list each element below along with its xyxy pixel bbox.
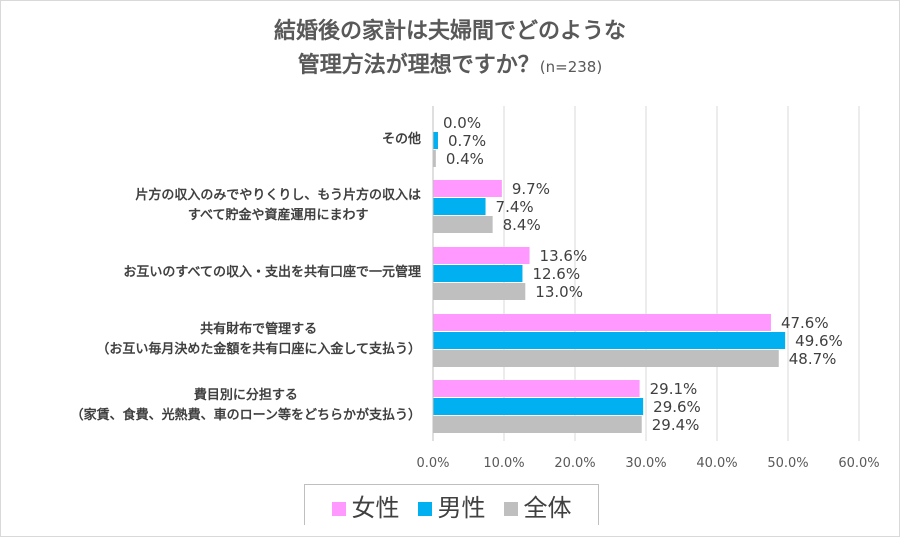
data-label: 47.6% bbox=[781, 314, 829, 332]
category-label: その他 bbox=[382, 130, 421, 150]
data-label: 29.6% bbox=[653, 398, 701, 416]
category-label-line: 片方の収入のみでやりくりし、もう片方の収入は bbox=[135, 188, 421, 203]
data-label: 9.7% bbox=[512, 180, 550, 198]
x-tick-label: 40.0% bbox=[696, 456, 737, 471]
category-label-line: その他 bbox=[381, 132, 421, 147]
bar bbox=[433, 283, 526, 300]
legend-swatch bbox=[331, 501, 346, 516]
bar bbox=[433, 198, 486, 215]
category-label: 片方の収入のみでやりくりし、もう片方の収入は すべて貯金や資産運用にまわす bbox=[135, 186, 421, 226]
data-label: 49.6% bbox=[795, 332, 843, 350]
bar bbox=[433, 216, 493, 233]
data-label: 12.6% bbox=[532, 265, 580, 283]
bar bbox=[433, 416, 642, 433]
bar bbox=[433, 332, 786, 349]
data-label: 8.4% bbox=[503, 216, 541, 234]
data-label: 13.0% bbox=[535, 283, 583, 301]
category-label: お互いのすべての収入・支出を共有口座で一元管理 bbox=[123, 263, 421, 283]
chart-title: 結婚後の家計は夫婦間でどのような 管理方法が理想ですか？(n=238) bbox=[1, 15, 899, 84]
data-label: 29.4% bbox=[652, 416, 700, 434]
legend-label: 女性 bbox=[351, 493, 400, 522]
legend-label: 全体 bbox=[523, 493, 572, 522]
legend: 女性 男性 全体 bbox=[304, 484, 599, 525]
bar bbox=[433, 350, 779, 367]
category-label-line: （家賃、食費、光熱費、車のローン等をどちらかが支払う） bbox=[70, 408, 421, 423]
bar bbox=[433, 314, 771, 331]
data-label: 0.4% bbox=[446, 150, 484, 168]
category-label-line: （お互い毎月決めた金額を共有口座に入金して支払う） bbox=[96, 342, 421, 357]
category-label: 費目別に分担する （家賃、食費、光熱費、車のローン等をどちらかが支払う） bbox=[71, 386, 421, 426]
legend-label: 男性 bbox=[437, 493, 486, 522]
data-label: 13.6% bbox=[540, 247, 588, 265]
data-label: 7.4% bbox=[496, 198, 534, 216]
title-line-2: 管理方法が理想ですか？ bbox=[297, 53, 540, 78]
bar bbox=[433, 265, 523, 282]
data-label: 0.7% bbox=[448, 132, 486, 150]
x-tick-label: 0.0% bbox=[416, 456, 449, 471]
category-label-line: 費目別に分担する bbox=[193, 388, 298, 403]
x-tick-label: 10.0% bbox=[483, 456, 524, 471]
x-tick-label: 60.0% bbox=[838, 456, 879, 471]
legend-swatch bbox=[503, 501, 518, 516]
x-tick-label: 20.0% bbox=[554, 456, 595, 471]
category-label-line: お互いのすべての収入・支出を共有口座で一元管理 bbox=[123, 265, 421, 280]
data-label: 29.1% bbox=[650, 380, 698, 398]
category-label-line: すべて貯金や資産運用にまわす bbox=[187, 208, 369, 223]
title-line-1: 結婚後の家計は夫婦間でどのような bbox=[273, 19, 626, 44]
data-label: 48.7% bbox=[789, 350, 837, 368]
bar bbox=[433, 150, 436, 167]
bar bbox=[433, 398, 644, 415]
legend-item: 女性 bbox=[331, 488, 400, 523]
chart-subtitle: (n=238) bbox=[539, 58, 603, 76]
legend-swatch bbox=[417, 501, 432, 516]
bar bbox=[433, 180, 502, 197]
category-label: 共有財布で管理する （お互い毎月決めた金額を共有口座に入金して支払う） bbox=[96, 320, 421, 360]
category-label-line: 共有財布で管理する bbox=[200, 322, 318, 337]
legend-item: 全体 bbox=[503, 488, 572, 523]
x-tick-label: 50.0% bbox=[767, 456, 808, 471]
x-tick-label: 30.0% bbox=[625, 456, 666, 471]
bar bbox=[433, 247, 530, 264]
bar bbox=[433, 132, 438, 149]
legend-item: 男性 bbox=[417, 488, 486, 523]
data-label: 0.0% bbox=[443, 114, 481, 132]
bar bbox=[433, 380, 640, 397]
